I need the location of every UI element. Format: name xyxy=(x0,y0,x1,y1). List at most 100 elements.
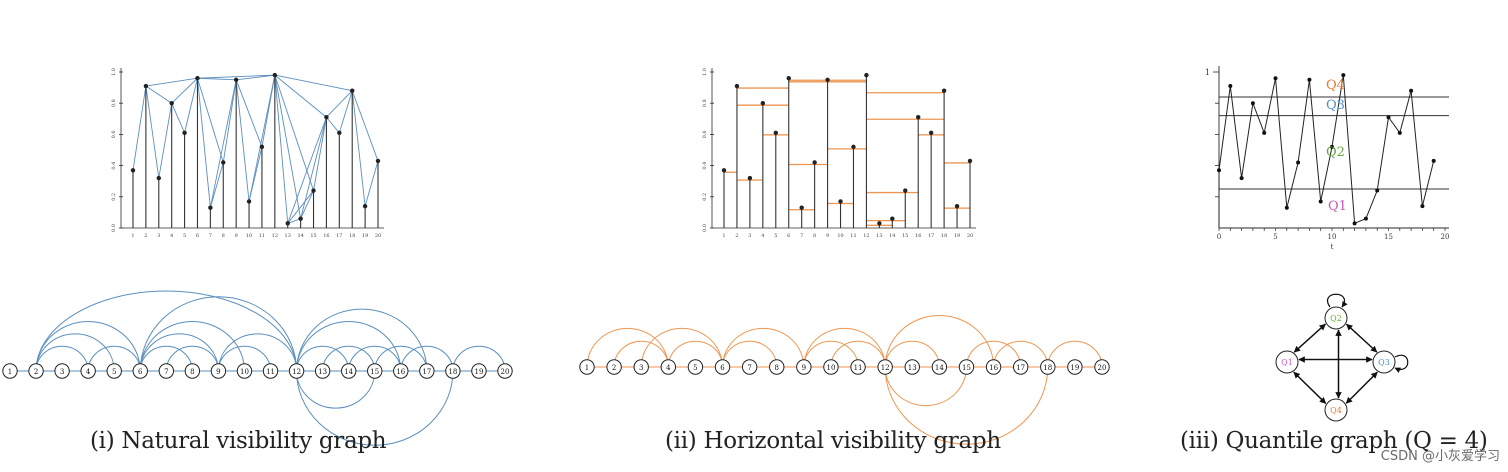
x-tick-label: 7 xyxy=(800,233,803,239)
x-tick-label: 12 xyxy=(863,233,869,239)
x-tick-label: 13 xyxy=(876,233,882,239)
data-point xyxy=(130,168,136,173)
x-tick-label: 5 xyxy=(1273,233,1277,241)
x-axis-label: t xyxy=(1331,243,1334,251)
data-point xyxy=(337,130,342,136)
graph-edge xyxy=(296,370,376,409)
data-point xyxy=(799,205,804,210)
quantile-node xyxy=(1324,306,1348,330)
graph-edge xyxy=(993,340,1049,368)
natural-visibility-graph: 1 2 3 4 5 6 7 8 9 10 11 12 13 14 15 16 17 18 19 20 xyxy=(2,290,513,446)
x-tick-label: 10 xyxy=(1328,233,1337,241)
graph-edge xyxy=(803,340,859,368)
x-tick-label: 20 xyxy=(967,233,973,239)
graph-node-label: 1 xyxy=(8,368,12,376)
graph-node xyxy=(1012,359,1029,375)
graph-node xyxy=(985,359,1002,375)
graph-node-label: 20 xyxy=(501,368,510,376)
graph-node xyxy=(1067,359,1083,375)
graph-node xyxy=(904,359,920,375)
graph-edge xyxy=(296,345,350,372)
quantile-node-label: Q3 xyxy=(1378,358,1390,367)
data-point xyxy=(362,203,368,209)
natural-visibility-line xyxy=(274,74,314,191)
data-point xyxy=(747,175,753,181)
graph-node-label: 18 xyxy=(1043,364,1052,372)
natural-visibility-line xyxy=(236,74,275,81)
x-tick-label: 14 xyxy=(297,233,303,239)
natural-visibility-line xyxy=(222,79,237,163)
x-tick-label: 10 xyxy=(246,233,252,239)
x-tick-label: 20 xyxy=(375,233,381,239)
graph-node-label: 19 xyxy=(474,368,483,376)
natural-visibility-line xyxy=(351,90,366,207)
graph-edge xyxy=(830,340,886,368)
natural-visibility-line xyxy=(300,190,314,219)
graph-node-label: 15 xyxy=(962,364,971,372)
x-tick-label: 9 xyxy=(826,233,829,239)
x-tick-label: 15 xyxy=(902,233,908,239)
x-tick-label: 14 xyxy=(889,233,895,239)
x-tick-label: 17 xyxy=(928,233,934,239)
graph-edge xyxy=(35,345,89,372)
natural-visibility-line xyxy=(158,103,173,179)
y-tick-label: 1.0 xyxy=(111,68,117,76)
graph-node xyxy=(288,363,305,379)
watermark: CSDN @小灰爱学习 xyxy=(1380,449,1500,464)
y-tick-label: 0.6 xyxy=(111,130,117,138)
data-point xyxy=(324,115,329,120)
graph-edge xyxy=(667,340,724,368)
caption-horizontal: (ii) Horizontal visibility graph xyxy=(665,428,1001,454)
x-tick-label: 6 xyxy=(196,233,199,239)
x-tick-label: 16 xyxy=(323,233,329,239)
natural-visibility-line xyxy=(171,77,198,104)
x-tick-label: 10 xyxy=(837,233,843,239)
data-point xyxy=(1363,216,1368,221)
x-tick-label: 1 xyxy=(131,233,134,239)
graph-edge xyxy=(965,341,1022,368)
quantile-label: Q1 xyxy=(1328,199,1347,214)
graph-node xyxy=(823,359,839,375)
graph-edge xyxy=(400,345,454,372)
graph-edge xyxy=(722,340,778,368)
natural-visibility-line xyxy=(274,74,327,118)
graph-edge xyxy=(640,328,724,368)
natural-visibility-line xyxy=(261,75,276,147)
graph-node xyxy=(714,359,731,375)
graph-edge xyxy=(35,333,115,372)
data-point xyxy=(967,158,973,164)
graph-node-label: 3 xyxy=(639,364,643,372)
graph-node-label: 8 xyxy=(190,368,194,376)
natural-visibility-line xyxy=(287,190,314,224)
graph-node xyxy=(210,363,227,379)
graph-node-label: 4 xyxy=(666,364,671,372)
data-point xyxy=(169,101,174,106)
x-tick-label: 15 xyxy=(310,233,316,239)
graph-node-label: 14 xyxy=(344,368,353,376)
x-tick-label: 11 xyxy=(850,233,856,239)
graph-node xyxy=(314,363,331,379)
graph-node xyxy=(367,363,383,379)
data-point xyxy=(1341,73,1346,78)
x-tick-label: 3 xyxy=(748,233,751,239)
self-loop-edge xyxy=(1394,354,1409,374)
data-point xyxy=(1250,101,1255,106)
graph-node-label: 13 xyxy=(908,364,917,372)
x-tick-label: 18 xyxy=(941,233,947,239)
graph-node xyxy=(1094,359,1110,375)
graph-node xyxy=(262,363,279,379)
natural-visibility-line xyxy=(184,78,198,133)
x-tick-label: 4 xyxy=(170,233,173,239)
graph-edge xyxy=(87,345,141,372)
data-point xyxy=(1397,130,1402,135)
data-point xyxy=(864,72,869,78)
graph-edge xyxy=(165,345,219,372)
y-tick-label: 0.6 xyxy=(702,130,708,138)
graph-node xyxy=(958,359,975,375)
data-point xyxy=(786,76,791,81)
graph-edge xyxy=(296,308,428,372)
data-point xyxy=(721,168,727,173)
y-tick-label: 1.0 xyxy=(702,68,708,76)
quantile-node xyxy=(1324,398,1348,422)
